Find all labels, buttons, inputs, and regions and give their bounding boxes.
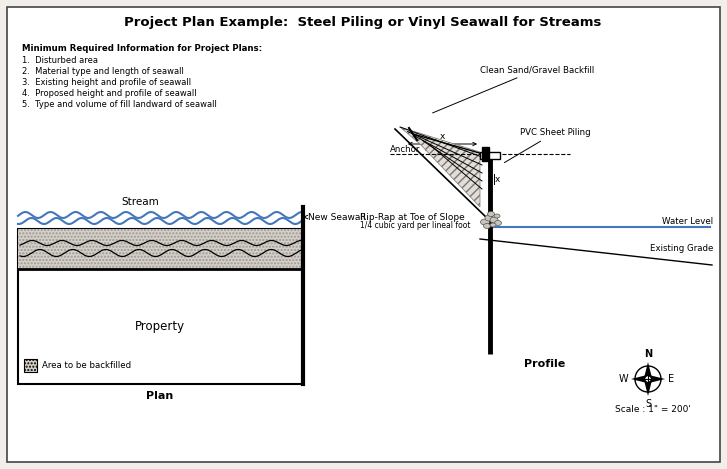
Bar <box>18 229 303 269</box>
Text: 1.  Disturbed area: 1. Disturbed area <box>22 56 98 65</box>
Bar <box>482 147 489 161</box>
Text: 4.  Proposed height and profile of seawall: 4. Proposed height and profile of seawal… <box>22 89 196 98</box>
Polygon shape <box>644 362 652 378</box>
Text: Profile: Profile <box>524 359 566 369</box>
Text: Property: Property <box>135 320 185 333</box>
Ellipse shape <box>494 214 500 218</box>
Bar <box>18 229 303 384</box>
Text: Project Plan Example:  Steel Piling or Vinyl Seawall for Streams: Project Plan Example: Steel Piling or Vi… <box>124 16 602 29</box>
Text: 2.  Material type and length of seawall: 2. Material type and length of seawall <box>22 67 184 76</box>
Ellipse shape <box>488 212 494 217</box>
Text: Water Level: Water Level <box>662 217 713 226</box>
Text: Area to be backfilled: Area to be backfilled <box>42 361 131 370</box>
Text: 5.  Type and volume of fill landward of seawall: 5. Type and volume of fill landward of s… <box>22 100 217 109</box>
Circle shape <box>635 366 661 392</box>
Text: Minimum Required Information for Project Plans:: Minimum Required Information for Project… <box>22 44 262 53</box>
Text: Scale : 1" = 200': Scale : 1" = 200' <box>615 404 691 414</box>
Text: Clean Sand/Gravel Backfill: Clean Sand/Gravel Backfill <box>433 65 594 113</box>
Bar <box>24 359 37 372</box>
Text: W: W <box>619 374 628 384</box>
Polygon shape <box>400 127 480 207</box>
Text: N: N <box>644 349 652 359</box>
Text: S: S <box>645 399 651 409</box>
Text: Plan: Plan <box>146 391 174 401</box>
Text: 1/4 cubic yard per lineal foot: 1/4 cubic yard per lineal foot <box>360 221 470 230</box>
Ellipse shape <box>483 224 491 228</box>
Polygon shape <box>644 380 652 396</box>
Ellipse shape <box>485 215 493 221</box>
Polygon shape <box>631 375 647 383</box>
Ellipse shape <box>490 223 496 227</box>
Bar <box>480 152 500 159</box>
Text: Stream: Stream <box>121 197 159 207</box>
Polygon shape <box>649 375 665 383</box>
Text: 3.  Existing height and profile of seawall: 3. Existing height and profile of seawal… <box>22 78 191 87</box>
Ellipse shape <box>494 220 502 226</box>
Text: Anchor: Anchor <box>390 144 478 155</box>
Text: x: x <box>495 174 500 183</box>
Text: E: E <box>668 374 674 384</box>
Text: Rip-Rap at Toe of Slope: Rip-Rap at Toe of Slope <box>360 213 465 222</box>
Ellipse shape <box>481 219 489 225</box>
Ellipse shape <box>490 217 498 223</box>
Text: New Seawall: New Seawall <box>304 212 366 221</box>
Text: x: x <box>439 132 445 141</box>
Text: PVC Sheet Piling: PVC Sheet Piling <box>505 128 590 163</box>
Text: Existing Grade: Existing Grade <box>650 244 713 253</box>
